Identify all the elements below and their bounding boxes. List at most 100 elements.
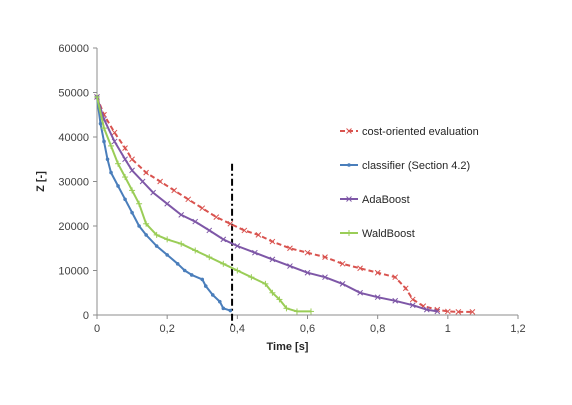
data-point [153, 231, 160, 238]
data-point [269, 238, 276, 245]
data-point [94, 93, 100, 100]
data-point [322, 254, 328, 261]
x-tick-label: 0,2 [160, 323, 175, 335]
data-point [339, 260, 346, 267]
data-point [144, 233, 148, 237]
data-point [287, 263, 293, 269]
data-point [374, 294, 381, 301]
data-point [143, 169, 149, 176]
data-point [171, 187, 178, 194]
data-point [109, 170, 113, 175]
data-point [157, 178, 164, 185]
data-point [115, 160, 122, 167]
series-layer [94, 93, 476, 315]
series-0 [94, 94, 476, 315]
x-axis-title: Time [s] [267, 341, 309, 353]
data-point [409, 302, 416, 309]
data-point [130, 210, 134, 215]
data-point [122, 145, 128, 151]
data-point [185, 196, 192, 203]
data-point [409, 296, 416, 303]
data-point [374, 269, 381, 276]
data-point [111, 129, 118, 136]
data-point [252, 249, 258, 256]
data-point [129, 187, 136, 194]
y-tick-label: 50000 [58, 88, 89, 100]
data-point [165, 253, 169, 257]
series-1 [95, 95, 233, 313]
legend-label: classifier (Section 4.2) [362, 160, 470, 172]
data-point [248, 274, 255, 281]
data-point [392, 274, 399, 281]
data-point [123, 197, 127, 202]
data-point [293, 308, 300, 315]
data-point [108, 142, 115, 149]
data-point [308, 308, 315, 315]
data-point [423, 306, 430, 313]
x-tick-label: 1 [445, 323, 451, 335]
data-point [129, 167, 135, 174]
legend: cost-oriented evaluation classifier (Sect… [340, 126, 479, 240]
legend-item: cost-oriented evaluation [340, 126, 479, 138]
y-axis-title: Z [-] [35, 171, 47, 192]
data-point [139, 178, 146, 185]
data-point [269, 256, 276, 263]
data-point [346, 230, 352, 236]
data-point [206, 227, 213, 234]
series-3 [94, 93, 315, 315]
data-point [220, 260, 227, 267]
data-point [221, 306, 226, 311]
data-point [262, 280, 269, 287]
data-point [213, 214, 220, 220]
data-point [116, 184, 120, 188]
series-line [96, 96, 311, 313]
x-tick-label: 0 [94, 323, 100, 335]
data-point [455, 309, 462, 315]
data-point [98, 121, 103, 126]
data-point [175, 262, 180, 266]
data-point [178, 212, 185, 218]
data-point [164, 236, 171, 243]
axes: 0 0,2 0,4 0,6 0,8 1 1,2 0 10000 20000 30000 40000 50… [35, 43, 526, 353]
y-tick-label: 40000 [58, 132, 89, 144]
data-point [122, 156, 128, 163]
data-point [206, 254, 213, 261]
data-point [392, 297, 399, 304]
data-point [269, 289, 276, 296]
x-tick-label: 0,6 [300, 323, 315, 335]
data-point [203, 284, 208, 288]
data-point [347, 163, 351, 167]
legend-item: AdaBoost [340, 194, 410, 206]
data-point [304, 249, 311, 256]
data-point [150, 189, 156, 196]
data-point [322, 274, 328, 281]
legend-item: WaldBoost [340, 228, 415, 240]
data-point [357, 265, 363, 272]
data-point [220, 236, 227, 243]
y-tick-label: 30000 [58, 177, 89, 189]
data-point [189, 273, 194, 277]
data-point [101, 125, 108, 132]
data-point [217, 299, 222, 304]
data-point [227, 220, 234, 227]
data-point [228, 308, 233, 313]
data-point [346, 128, 352, 134]
data-point [164, 200, 171, 207]
data-point [346, 196, 352, 202]
data-point [304, 269, 311, 276]
data-point [154, 244, 159, 248]
y-tick-label: 20000 [58, 221, 89, 233]
data-point [137, 224, 141, 228]
x-tick-label: 1,2 [510, 323, 525, 335]
data-point [234, 243, 241, 249]
y-tick-label: 60000 [58, 43, 89, 55]
data-point [105, 157, 110, 162]
data-point [111, 138, 118, 145]
data-point [434, 308, 441, 315]
data-point [192, 218, 199, 225]
data-point [255, 232, 262, 238]
data-point [182, 268, 187, 273]
data-point [287, 245, 293, 252]
